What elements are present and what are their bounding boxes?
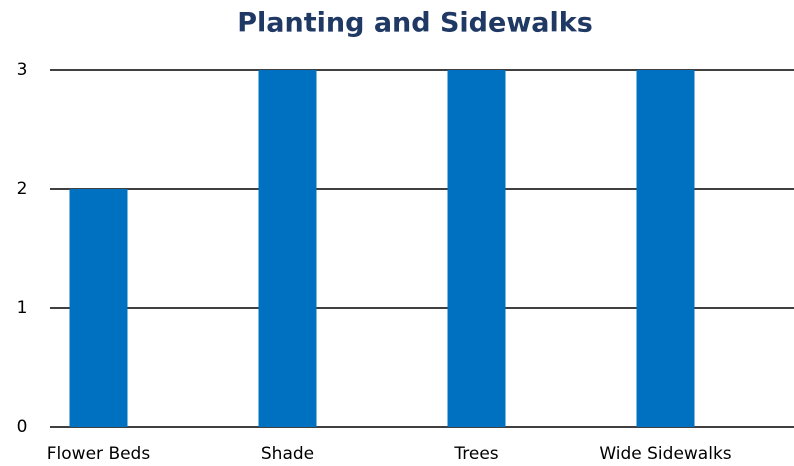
bar [636,70,695,427]
y-tick-label: 1 [17,298,28,318]
y-tick-label: 0 [17,417,28,437]
bar [447,70,506,427]
bar [69,189,128,427]
x-tick-label: Flower Beds [47,444,151,464]
bar [258,70,317,427]
x-tick-label: Shade [261,444,314,464]
y-tick-label: 2 [17,179,28,199]
x-tick-label: Trees [453,444,498,464]
chart-title: Planting and Sidewalks [237,8,593,39]
y-tick-label: 3 [17,60,28,80]
x-tick-label: Wide Sidewalks [599,444,731,464]
